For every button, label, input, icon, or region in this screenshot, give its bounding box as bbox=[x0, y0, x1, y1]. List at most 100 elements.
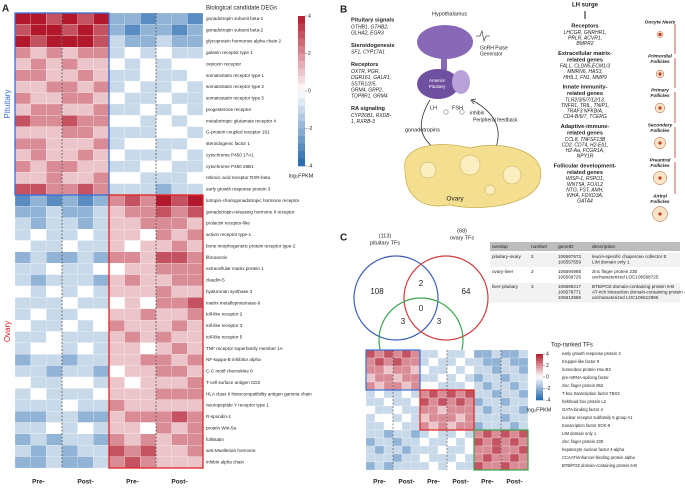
heatmap-cell bbox=[77, 58, 94, 70]
legend-swatch bbox=[536, 370, 543, 373]
gene-label: toll-like receptor 3 bbox=[206, 323, 243, 328]
heatmap-cell bbox=[140, 308, 157, 321]
heatmap-cell bbox=[437, 453, 448, 463]
heatmap-cell bbox=[93, 194, 110, 207]
heatmap-cell bbox=[187, 24, 204, 36]
heatmap-cell bbox=[77, 115, 94, 127]
heatmap-cell bbox=[14, 354, 31, 366]
heatmap-cell bbox=[155, 24, 172, 36]
heatmap-cell bbox=[410, 405, 421, 415]
heatmap-cell bbox=[14, 297, 31, 309]
heatmap-cell bbox=[455, 437, 466, 447]
heatmap-cell bbox=[14, 456, 31, 469]
hormone-label: FSH bbox=[452, 105, 463, 111]
heatmap-cell bbox=[187, 160, 204, 173]
gene-label: zinc finger protein 862 bbox=[562, 383, 604, 388]
heatmap-cell bbox=[14, 92, 31, 105]
heatmap-cell bbox=[30, 274, 47, 287]
heatmap-cell bbox=[124, 411, 141, 423]
table-cell: uncharacterized LOC106612986 bbox=[592, 295, 659, 300]
heatmap-cell bbox=[482, 405, 493, 415]
heatmap-cell bbox=[155, 115, 172, 127]
heatmap-cell bbox=[77, 422, 94, 434]
heatmap-cell bbox=[187, 354, 204, 366]
heatmap-cell bbox=[374, 397, 385, 407]
heatmap-cell bbox=[93, 422, 110, 434]
legend-swatch bbox=[536, 393, 543, 396]
heatmap-cell bbox=[464, 381, 475, 391]
heatmap-cell bbox=[419, 397, 430, 407]
heatmap-cell bbox=[140, 149, 157, 161]
gene-label: matrix metalloproteinase-9 bbox=[206, 300, 261, 305]
heatmap-cell bbox=[108, 388, 125, 400]
phase-label: Post- bbox=[398, 479, 414, 486]
heatmap-cell bbox=[108, 172, 125, 184]
heatmap-cell bbox=[93, 308, 110, 321]
gene-list: SSTR1/2/5, bbox=[351, 81, 377, 87]
heatmap-cell bbox=[491, 389, 502, 399]
heatmap-cell bbox=[419, 357, 430, 367]
oocyte-icon bbox=[658, 32, 662, 37]
gene-label: prolactin receptor-like bbox=[206, 221, 250, 226]
heatmap-cell bbox=[392, 405, 403, 415]
heatmap-cell bbox=[428, 461, 439, 471]
phase-label: Pre- bbox=[481, 479, 494, 486]
heatmap-cell bbox=[500, 365, 511, 375]
heatmap-cell bbox=[124, 92, 141, 105]
heatmap-cell bbox=[509, 453, 520, 463]
pituitary-box bbox=[14, 12, 110, 196]
arrow-head bbox=[470, 98, 477, 105]
heatmap-cell bbox=[61, 342, 78, 355]
heatmap-cell bbox=[30, 297, 47, 309]
heatmap-cell bbox=[401, 453, 412, 463]
heatmap-cell bbox=[46, 206, 63, 218]
heatmap-cell bbox=[46, 138, 63, 150]
heatmap-cell bbox=[46, 149, 63, 161]
gene-label: Kruppel-like factor 9 bbox=[562, 359, 600, 364]
gene-label: cytochrome P450 17A1 bbox=[206, 152, 254, 157]
heatmap-cell bbox=[14, 342, 31, 355]
heatmap-cell bbox=[491, 405, 502, 415]
heatmap-cell bbox=[140, 194, 157, 207]
heatmap-cell bbox=[124, 354, 141, 366]
heatmap-cell bbox=[482, 365, 493, 375]
heatmap-cell bbox=[155, 81, 172, 93]
gene-list: FALL, CLDN5,ECM1/3 bbox=[560, 64, 610, 70]
heatmap-cell bbox=[77, 297, 94, 309]
heatmap-cell bbox=[500, 405, 511, 415]
heatmap-cell bbox=[77, 331, 94, 343]
heatmap-cell bbox=[155, 183, 172, 196]
heatmap-cell bbox=[455, 381, 466, 391]
heatmap-cell bbox=[14, 331, 31, 343]
heatmap-cell bbox=[61, 183, 78, 196]
heatmap-cell bbox=[518, 357, 529, 367]
heatmap-cell bbox=[171, 69, 188, 82]
heatmap-cell bbox=[383, 421, 394, 431]
heatmap-cell bbox=[61, 149, 78, 161]
heatmap-cell bbox=[401, 381, 412, 391]
table-cell: 106594965 bbox=[558, 269, 581, 274]
heatmap-cell bbox=[374, 413, 385, 423]
heatmap-cell bbox=[155, 172, 172, 184]
heatmap-cell bbox=[61, 376, 78, 389]
heatmap-cell bbox=[155, 388, 172, 400]
heatmap-cell bbox=[171, 365, 188, 378]
heatmap-cell bbox=[14, 399, 31, 412]
heatmap-cell bbox=[93, 92, 110, 105]
heatmap-cell bbox=[428, 389, 439, 399]
heatmap-cell bbox=[77, 138, 94, 150]
heatmap-cell bbox=[30, 103, 47, 116]
heatmap-cell bbox=[171, 445, 188, 457]
heatmap-cell bbox=[473, 349, 484, 359]
follicle-icon bbox=[484, 184, 496, 196]
heatmap-cell bbox=[365, 421, 376, 431]
heatmap-cell bbox=[428, 445, 439, 455]
heatmap-cell bbox=[437, 357, 448, 367]
heatmap-cell bbox=[14, 47, 31, 59]
heatmap-cell bbox=[14, 172, 31, 184]
oocyte-icon bbox=[658, 176, 662, 180]
gene-list: GATA4 bbox=[577, 199, 593, 205]
heatmap-cell bbox=[108, 376, 125, 389]
heatmap-cell bbox=[14, 285, 31, 298]
